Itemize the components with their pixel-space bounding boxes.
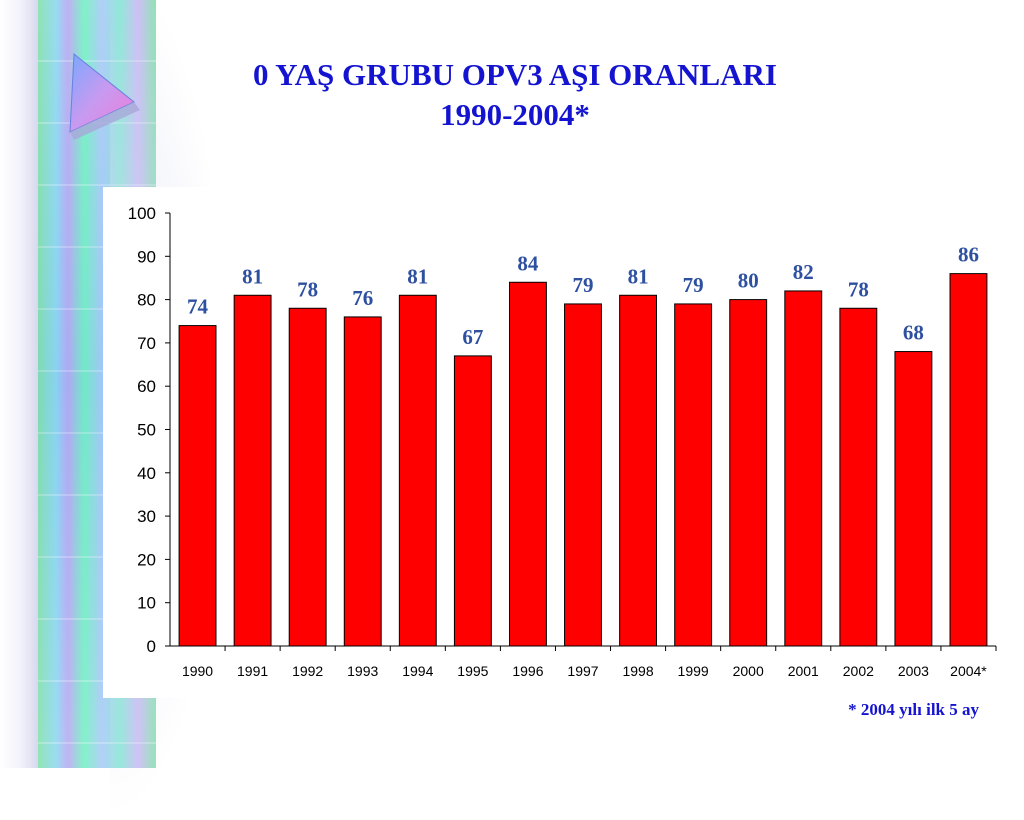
- title-line-1: 0 YAŞ GRUBU OPV3 AŞI ORANLARI: [253, 57, 777, 92]
- y-tick-label: 0: [147, 637, 156, 656]
- y-tick-label: 80: [137, 291, 156, 310]
- bar-value-label: 81: [407, 264, 428, 288]
- x-tick-label: 1992: [292, 663, 323, 679]
- bar-value-label: 86: [958, 243, 979, 267]
- y-tick-label: 10: [137, 594, 156, 613]
- y-tick-label: 60: [137, 377, 156, 396]
- bar-value-label: 81: [628, 264, 649, 288]
- x-tick-label: 1997: [567, 663, 598, 679]
- bar: [343, 316, 382, 647]
- x-tick-label: 2000: [733, 663, 764, 679]
- bar: [894, 351, 933, 647]
- x-tick-label: 1990: [182, 663, 213, 679]
- slide-title: 0 YAŞ GRUBU OPV3 AŞI ORANLARI 1990-2004*: [120, 55, 910, 135]
- x-tick-label: 1995: [457, 663, 488, 679]
- bar: [508, 281, 547, 647]
- y-tick-label: 70: [137, 334, 156, 353]
- chart-area: 0 10 20 30 40 50 60 70 80 90 100 74 1990 81 1991 78 1992…: [103, 187, 1000, 698]
- bar: [949, 273, 988, 647]
- bar-value-label: 82: [793, 260, 814, 284]
- title-line-2: 1990-2004*: [440, 97, 590, 132]
- bar: [453, 355, 492, 647]
- y-tick-label: 100: [128, 204, 156, 223]
- bar-value-label: 78: [297, 277, 318, 301]
- bar: [288, 307, 327, 647]
- bar-value-label: 84: [517, 251, 539, 275]
- bar: [178, 325, 217, 647]
- x-tick-label: 1999: [678, 663, 709, 679]
- x-tick-label: 1996: [512, 663, 543, 679]
- x-tick-label: 1998: [622, 663, 653, 679]
- bar-chart: 0 10 20 30 40 50 60 70 80 90 100 74 1990 81 1991 78 1992…: [128, 204, 997, 679]
- bar: [619, 294, 658, 647]
- bar-value-label: 81: [242, 264, 263, 288]
- bar-value-label: 68: [903, 321, 924, 345]
- bar-value-label: 76: [352, 286, 373, 310]
- bar: [398, 294, 437, 647]
- x-tick-label: 2004*: [950, 663, 987, 679]
- y-tick-label: 40: [137, 464, 156, 483]
- y-tick-label: 50: [137, 421, 156, 440]
- bar-value-label: 67: [462, 325, 483, 349]
- bar-value-label: 80: [738, 269, 759, 293]
- left-shadow-decoration: [0, 0, 38, 768]
- x-tick-label: 1991: [237, 663, 268, 679]
- x-tick-label: 1993: [347, 663, 378, 679]
- bar: [233, 294, 272, 647]
- x-tick-label: 1994: [402, 663, 433, 679]
- y-tick-label: 30: [137, 507, 156, 526]
- x-tick-label: 2001: [788, 663, 819, 679]
- bar: [564, 303, 602, 647]
- bar: [674, 303, 713, 647]
- bar-value-label: 74: [187, 295, 209, 319]
- bar: [784, 290, 823, 647]
- bar: [839, 307, 878, 647]
- bar-value-label: 78: [848, 277, 869, 301]
- y-tick-label: 90: [137, 247, 156, 266]
- bar-value-label: 79: [573, 273, 594, 297]
- y-tick-label: 20: [137, 550, 156, 569]
- triangle-logo-icon: [69, 53, 140, 140]
- footnote: * 2004 yılı ilk 5 ay: [848, 700, 979, 719]
- x-tick-label: 2002: [843, 663, 874, 679]
- bar-value-label: 79: [683, 273, 704, 297]
- x-tick-label: 2003: [898, 663, 929, 679]
- bar: [729, 299, 768, 647]
